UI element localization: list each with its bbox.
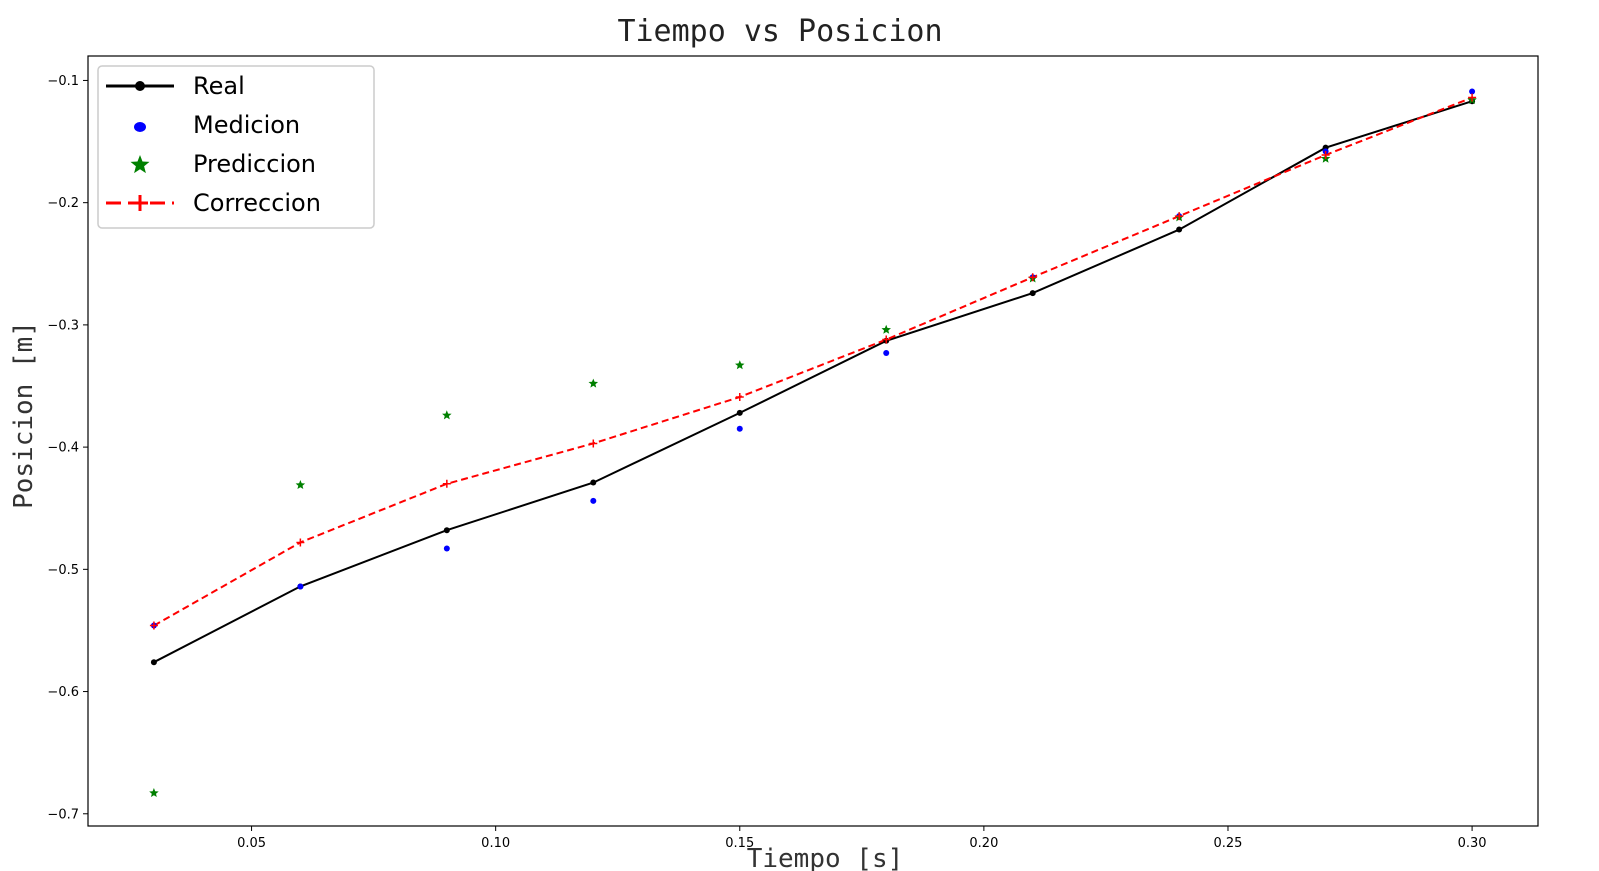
y-tick-label: −0.2 bbox=[47, 196, 79, 211]
real-point bbox=[443, 527, 450, 534]
x-axis-title: Tiempo [s] bbox=[747, 844, 904, 871]
prediccion-point bbox=[735, 360, 745, 370]
prediccion-point bbox=[149, 788, 159, 797]
medicion-point bbox=[443, 545, 450, 552]
real-point bbox=[150, 659, 157, 666]
correccion-point bbox=[1175, 212, 1184, 221]
correccion-point bbox=[442, 479, 451, 488]
medicion-point bbox=[1469, 88, 1476, 95]
x-tick-label: 0.20 bbox=[969, 836, 998, 851]
y-tick-label: −0.6 bbox=[47, 685, 79, 700]
y-tick-label: −0.4 bbox=[47, 441, 79, 456]
x-axis: 0.05 0.10 0.15 0.20 0.25 0.30 bbox=[237, 826, 1487, 851]
y-axis-title: Posicion [m] bbox=[9, 321, 39, 509]
prediccion-point bbox=[881, 324, 891, 334]
x-tick-label: 0.30 bbox=[1458, 836, 1487, 851]
y-tick-label: −0.3 bbox=[47, 318, 79, 333]
correccion-point bbox=[589, 439, 598, 448]
series-line-real bbox=[153, 100, 1473, 664]
x-tick-label: 0.05 bbox=[237, 836, 266, 851]
legend-marker-medicion bbox=[134, 122, 146, 132]
x-tick-label: 0.15 bbox=[725, 836, 754, 851]
real-point bbox=[1029, 290, 1036, 297]
legend: Real Medicion Prediccion Correccion bbox=[97, 65, 375, 229]
x-tick-label: 0.10 bbox=[481, 836, 510, 851]
prediccion-point bbox=[442, 410, 452, 420]
correccion-point bbox=[149, 621, 158, 630]
correccion-point bbox=[296, 538, 305, 547]
x-tick-label: 0.25 bbox=[1214, 836, 1243, 851]
y-tick-label: −0.7 bbox=[47, 807, 79, 822]
y-axis: −0.1 −0.2 −0.3 −0.4 −0.5 −0.6 −0.7 bbox=[47, 74, 88, 822]
medicion-point bbox=[590, 497, 597, 504]
series-line-correccion bbox=[153, 96, 1473, 627]
y-tick-label: −0.1 bbox=[47, 74, 79, 89]
legend-label: Correccion bbox=[193, 189, 321, 217]
correccion-point bbox=[1028, 273, 1037, 282]
medicion-point bbox=[297, 583, 304, 590]
medicion-point bbox=[736, 425, 743, 432]
legend-marker-prediccion bbox=[130, 155, 150, 174]
legend-marker-correccion bbox=[132, 195, 148, 211]
real-point bbox=[736, 409, 743, 416]
real-point bbox=[590, 479, 597, 486]
correccion-point bbox=[1468, 93, 1477, 102]
prediccion-point bbox=[295, 480, 306, 489]
legend-box bbox=[97, 65, 375, 229]
correccion-point bbox=[735, 393, 744, 401]
series-layer bbox=[149, 88, 1477, 797]
correccion-point bbox=[882, 335, 891, 344]
correccion-point bbox=[1321, 151, 1330, 159]
y-tick-label: −0.5 bbox=[47, 563, 79, 578]
medicion-point bbox=[883, 350, 890, 356]
chart-title: Tiempo vs Posicion bbox=[617, 14, 942, 49]
legend-label: Medicion bbox=[193, 111, 300, 139]
real-point bbox=[1176, 226, 1183, 233]
legend-label: Prediccion bbox=[193, 150, 316, 178]
prediccion-point bbox=[588, 378, 599, 388]
legend-label: Real bbox=[193, 72, 245, 100]
legend-marker-real bbox=[135, 81, 145, 91]
